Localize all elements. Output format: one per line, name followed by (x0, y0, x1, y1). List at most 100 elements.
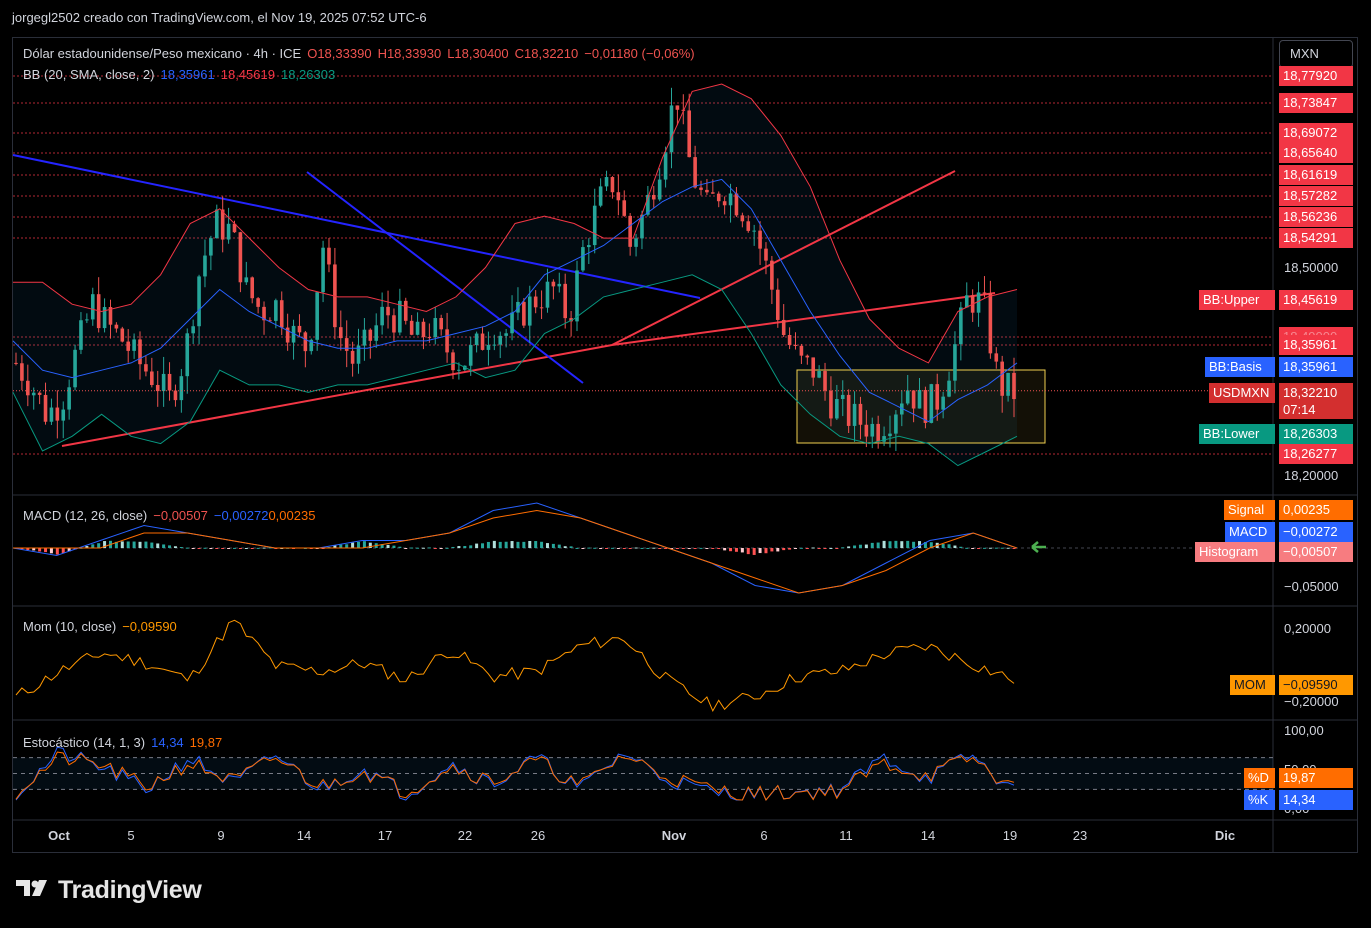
macd-hist-bar (965, 547, 969, 549)
macd-hist-bar (1006, 547, 1010, 549)
signal-price: 0,00235 (1279, 500, 1353, 520)
macd-hist-bar (61, 548, 65, 554)
rising-trendline (611, 292, 996, 346)
candle-body (929, 384, 934, 423)
candle-body (728, 193, 733, 206)
bar-countdown: 07:14 (1279, 401, 1353, 419)
macd-hist-bar (522, 541, 526, 548)
level-price-label: 18,57282 (1279, 186, 1353, 206)
candle-body (1000, 361, 1004, 396)
candle-body (758, 230, 762, 249)
candle-body (55, 407, 60, 421)
currency-button[interactable]: MXN (1279, 40, 1353, 68)
macd-hist-bar (717, 548, 721, 549)
macd-legend[interactable]: MACD (12, 26, close) −0,00507 −0,002720,00… (23, 508, 321, 523)
macd-hist-bar (882, 540, 886, 548)
macd-hist-bar (788, 548, 792, 550)
time-axis-label: Nov (661, 828, 687, 843)
macd-hist-bar (782, 548, 786, 551)
candle-body (167, 373, 172, 391)
macd-hist-bar (758, 548, 762, 554)
candle-body (214, 209, 219, 239)
candle-body (982, 292, 987, 294)
main-legend: Dólar estadounidense/Peso mexicano · 4h … (23, 46, 701, 61)
macd-value: −0,00272 (213, 508, 269, 523)
macd-hist-bar (357, 541, 361, 548)
macd-hist-bar (971, 548, 975, 549)
candle-body (953, 344, 957, 381)
macd-hist-bar (469, 545, 473, 548)
macd-hist-bar (545, 543, 549, 548)
candle-body (604, 177, 609, 187)
candle-body (150, 371, 154, 385)
bb-legend[interactable]: BB (20, SMA, close, 2) 18,35961 18,45619 18… (23, 67, 341, 82)
macd-hist-bar (734, 548, 738, 552)
macd-hist-bar (85, 546, 89, 548)
macd-hist-bar (587, 547, 591, 549)
macd-hist-bar (516, 541, 520, 548)
candle-body (882, 436, 886, 442)
candle-body (569, 318, 573, 322)
candle-body (610, 177, 615, 193)
macd-hist-bar (847, 546, 851, 548)
mom-price: −0,09590 (1279, 675, 1353, 695)
macd-hist-bar (504, 541, 508, 548)
macd-hist-bar (888, 541, 892, 548)
candle-body (876, 423, 880, 442)
stoch-d-line (15, 751, 1015, 801)
macd-hist-bar (729, 548, 733, 552)
price-tick: 18,20000 (1284, 468, 1339, 483)
macd-tick: −0,05000 (1284, 579, 1339, 594)
time-axis-label: Dic (1214, 828, 1236, 843)
macd-hist-bar (156, 543, 160, 548)
macd-hist-bar (114, 541, 118, 548)
momentum-line (15, 619, 1015, 713)
candle-body (911, 390, 916, 409)
stoch-k-price: 14,34 (1279, 790, 1353, 810)
candle-body (43, 394, 48, 422)
level-price-label: 18,61619 (1279, 165, 1353, 185)
candle-body (905, 390, 910, 404)
macd-hist-bar (664, 548, 668, 549)
candle-body (840, 394, 845, 400)
macd-hist-bar (799, 547, 803, 549)
macd-hist-bar (197, 548, 201, 549)
macd-hist-bar (988, 547, 992, 549)
macd-hist-bar (699, 547, 703, 549)
chart-frame (12, 37, 1358, 853)
macd-hist-bar (817, 548, 821, 549)
macd-hist-bar (333, 545, 337, 548)
macd-line (12, 502, 1018, 594)
candle-body (947, 380, 951, 397)
macd-hist-bar (44, 548, 48, 553)
stoch-legend[interactable]: Estocástico (14, 1, 3) 14,34 19,87 (23, 735, 228, 750)
macd-hist-bar (581, 548, 585, 549)
candle-body (220, 209, 225, 240)
candle-body (823, 371, 827, 391)
macd-hist-bar (853, 545, 857, 548)
macd-hist-bar (776, 548, 780, 552)
open-value: O18,33390 (307, 46, 372, 61)
candle-body (522, 301, 526, 326)
mom-tag: MOM (1230, 675, 1275, 695)
candle-body (374, 325, 379, 341)
symbol-name[interactable]: Dólar estadounidense/Peso mexicano · 4h … (23, 46, 302, 61)
candle-body (250, 277, 255, 299)
candle-body (675, 105, 680, 110)
candle-body (433, 318, 438, 338)
candle-body (775, 289, 780, 320)
macd-hist-bar (481, 543, 485, 548)
candle-body (492, 344, 497, 346)
bb-basis-tag: BB:Basis (1205, 357, 1275, 377)
macd-hist-bar (380, 544, 384, 548)
macd-hist-bar (209, 548, 213, 549)
bb-lower-price: 18,26303 (1279, 424, 1353, 444)
time-axis-label: 17 (377, 828, 393, 843)
mom-legend[interactable]: Mom (10, close) −0,09590 (23, 619, 183, 634)
candle-body (864, 424, 869, 437)
candle-body (309, 339, 314, 352)
candle-body (161, 373, 166, 392)
time-axis-label: 19 (1002, 828, 1018, 843)
macd-hist-bar (740, 548, 744, 553)
